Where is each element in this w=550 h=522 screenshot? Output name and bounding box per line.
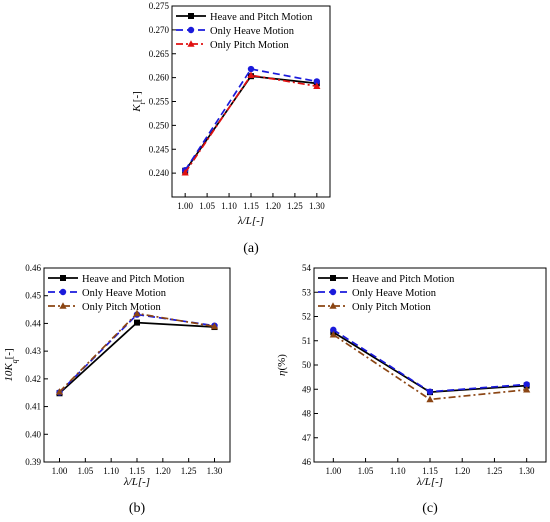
y-tick-label: 46 bbox=[302, 457, 312, 467]
x-tick-label: 1.00 bbox=[52, 466, 68, 476]
y-tick-label: 48 bbox=[302, 409, 312, 419]
y-axis-label: 10Kq[-] bbox=[3, 348, 19, 381]
series-line-0 bbox=[58, 321, 215, 394]
x-tick-label: 1.05 bbox=[358, 466, 374, 476]
legend-marker bbox=[60, 275, 66, 281]
y-tick-label: 0.39 bbox=[25, 457, 41, 467]
data-point bbox=[523, 381, 530, 388]
y-tick-label: 0.40 bbox=[25, 429, 41, 439]
x-tick-label: 1.25 bbox=[287, 201, 303, 211]
y-tick-label: 0.245 bbox=[149, 144, 170, 154]
legend-marker bbox=[59, 302, 67, 309]
data-point bbox=[523, 385, 531, 393]
y-tick-label: 0.42 bbox=[25, 374, 41, 384]
y-tick-label: 0.250 bbox=[149, 120, 170, 130]
legend-entry-2: Only Pitch Motion bbox=[82, 302, 162, 313]
data-point bbox=[210, 322, 219, 330]
x-tick-label: 1.05 bbox=[199, 201, 215, 211]
y-tick-label: 50 bbox=[302, 360, 312, 370]
x-tick-label: 1.15 bbox=[129, 466, 145, 476]
y-tick-label: 0.44 bbox=[25, 318, 41, 328]
y-tick-label: 0.41 bbox=[25, 402, 41, 412]
y-tick-label: 51 bbox=[302, 336, 311, 346]
legend-entry-0: Heave and Pitch Motion bbox=[82, 274, 185, 285]
chart-panel-a: 1.00 1.05 1.10 1.15 1.20 1.25 1.30 0.240 0.245 0.… bbox=[131, 1, 331, 256]
chart-panel-b: 1.00 1.05 1.10 1.15 1.20 1.25 1.30 0.39 0.40 0.41… bbox=[3, 263, 231, 516]
x-tick-label: 1.10 bbox=[103, 466, 119, 476]
y-tick-label: 52 bbox=[302, 312, 311, 322]
y-tick-label: 54 bbox=[302, 263, 312, 273]
legend-marker bbox=[329, 302, 337, 309]
y-tick-label: 0.255 bbox=[149, 97, 170, 107]
data-point bbox=[133, 309, 141, 317]
data-point bbox=[55, 388, 64, 395]
x-tick-label: 1.10 bbox=[390, 466, 406, 476]
legend-entry-1: Only Heave Motion bbox=[352, 288, 437, 299]
data-point bbox=[134, 319, 140, 326]
x-axis-label: λ/L[-] bbox=[416, 476, 443, 488]
y-axis-label: Kt[-] bbox=[131, 91, 147, 113]
legend-entry-1: Only Heave Motion bbox=[82, 288, 167, 299]
y-tick-label: 0.270 bbox=[149, 25, 170, 35]
legend-marker bbox=[59, 288, 67, 296]
panel-label: (a) bbox=[243, 241, 259, 256]
y-tick-label: 0.43 bbox=[25, 346, 41, 356]
y-tick-label: 0.46 bbox=[25, 263, 41, 273]
legend-entry-0: Heave and Pitch Motion bbox=[210, 12, 313, 23]
x-tick-label: 1.30 bbox=[309, 201, 325, 211]
series-line-2 bbox=[184, 74, 317, 174]
x-tick-label: 1.15 bbox=[422, 466, 438, 476]
legend-entry-1: Only Heave Motion bbox=[210, 26, 295, 37]
panel-label: (c) bbox=[422, 501, 438, 516]
data-point bbox=[329, 330, 337, 338]
data-point bbox=[330, 326, 337, 334]
series-line-0 bbox=[332, 331, 527, 394]
y-tick-label: 47 bbox=[302, 433, 312, 443]
x-tick-label: 1.00 bbox=[177, 201, 193, 211]
series-line-1 bbox=[184, 68, 317, 171]
x-tick-label: 1.10 bbox=[221, 201, 237, 211]
series-line-0 bbox=[184, 75, 317, 172]
y-axis-label: η(%) bbox=[276, 354, 288, 376]
x-tick-label: 1.05 bbox=[77, 466, 93, 476]
chart-panel-c: 1.00 1.05 1.10 1.15 1.20 1.25 1.30 46 47 48 49 50 51… bbox=[276, 263, 547, 516]
data-point bbox=[313, 78, 321, 85]
data-point bbox=[247, 71, 255, 79]
data-point bbox=[426, 395, 434, 403]
x-tick-label: 1.25 bbox=[487, 466, 503, 476]
legend-entry-0: Heave and Pitch Motion bbox=[352, 274, 455, 285]
y-tick-label: 0.260 bbox=[149, 73, 170, 83]
legend-marker bbox=[187, 26, 195, 34]
y-tick-label: 0.240 bbox=[149, 168, 170, 178]
x-tick-label: 1.25 bbox=[181, 466, 197, 476]
x-axis-label: λ/L[-] bbox=[237, 215, 264, 227]
x-tick-label: 1.30 bbox=[207, 466, 223, 476]
y-tick-label: 0.45 bbox=[25, 291, 41, 301]
legend-marker bbox=[330, 275, 336, 281]
x-axis-label: λ/L[-] bbox=[123, 476, 150, 488]
x-tick-label: 1.20 bbox=[265, 201, 281, 211]
x-tick-label: 1.20 bbox=[155, 466, 171, 476]
series-line-1 bbox=[332, 329, 527, 393]
x-tick-label: 1.15 bbox=[243, 201, 259, 211]
y-tick-label: 49 bbox=[302, 384, 312, 394]
legend-marker bbox=[329, 288, 337, 296]
y-tick-label: 0.275 bbox=[149, 1, 170, 11]
legend-entry-2: Only Pitch Motion bbox=[352, 302, 432, 313]
data-point bbox=[247, 65, 255, 73]
data-point bbox=[181, 168, 189, 176]
y-tick-label: 53 bbox=[302, 287, 312, 297]
panel-label: (b) bbox=[129, 501, 146, 516]
legend-entry-2: Only Pitch Motion bbox=[210, 40, 290, 51]
x-tick-label: 1.30 bbox=[519, 466, 535, 476]
data-point bbox=[313, 82, 321, 90]
x-tick-label: 1.20 bbox=[454, 466, 470, 476]
data-point bbox=[426, 388, 434, 395]
y-tick-label: 0.265 bbox=[149, 49, 170, 59]
x-tick-label: 1.00 bbox=[325, 466, 341, 476]
legend-marker bbox=[187, 40, 195, 47]
legend-marker bbox=[188, 13, 194, 19]
